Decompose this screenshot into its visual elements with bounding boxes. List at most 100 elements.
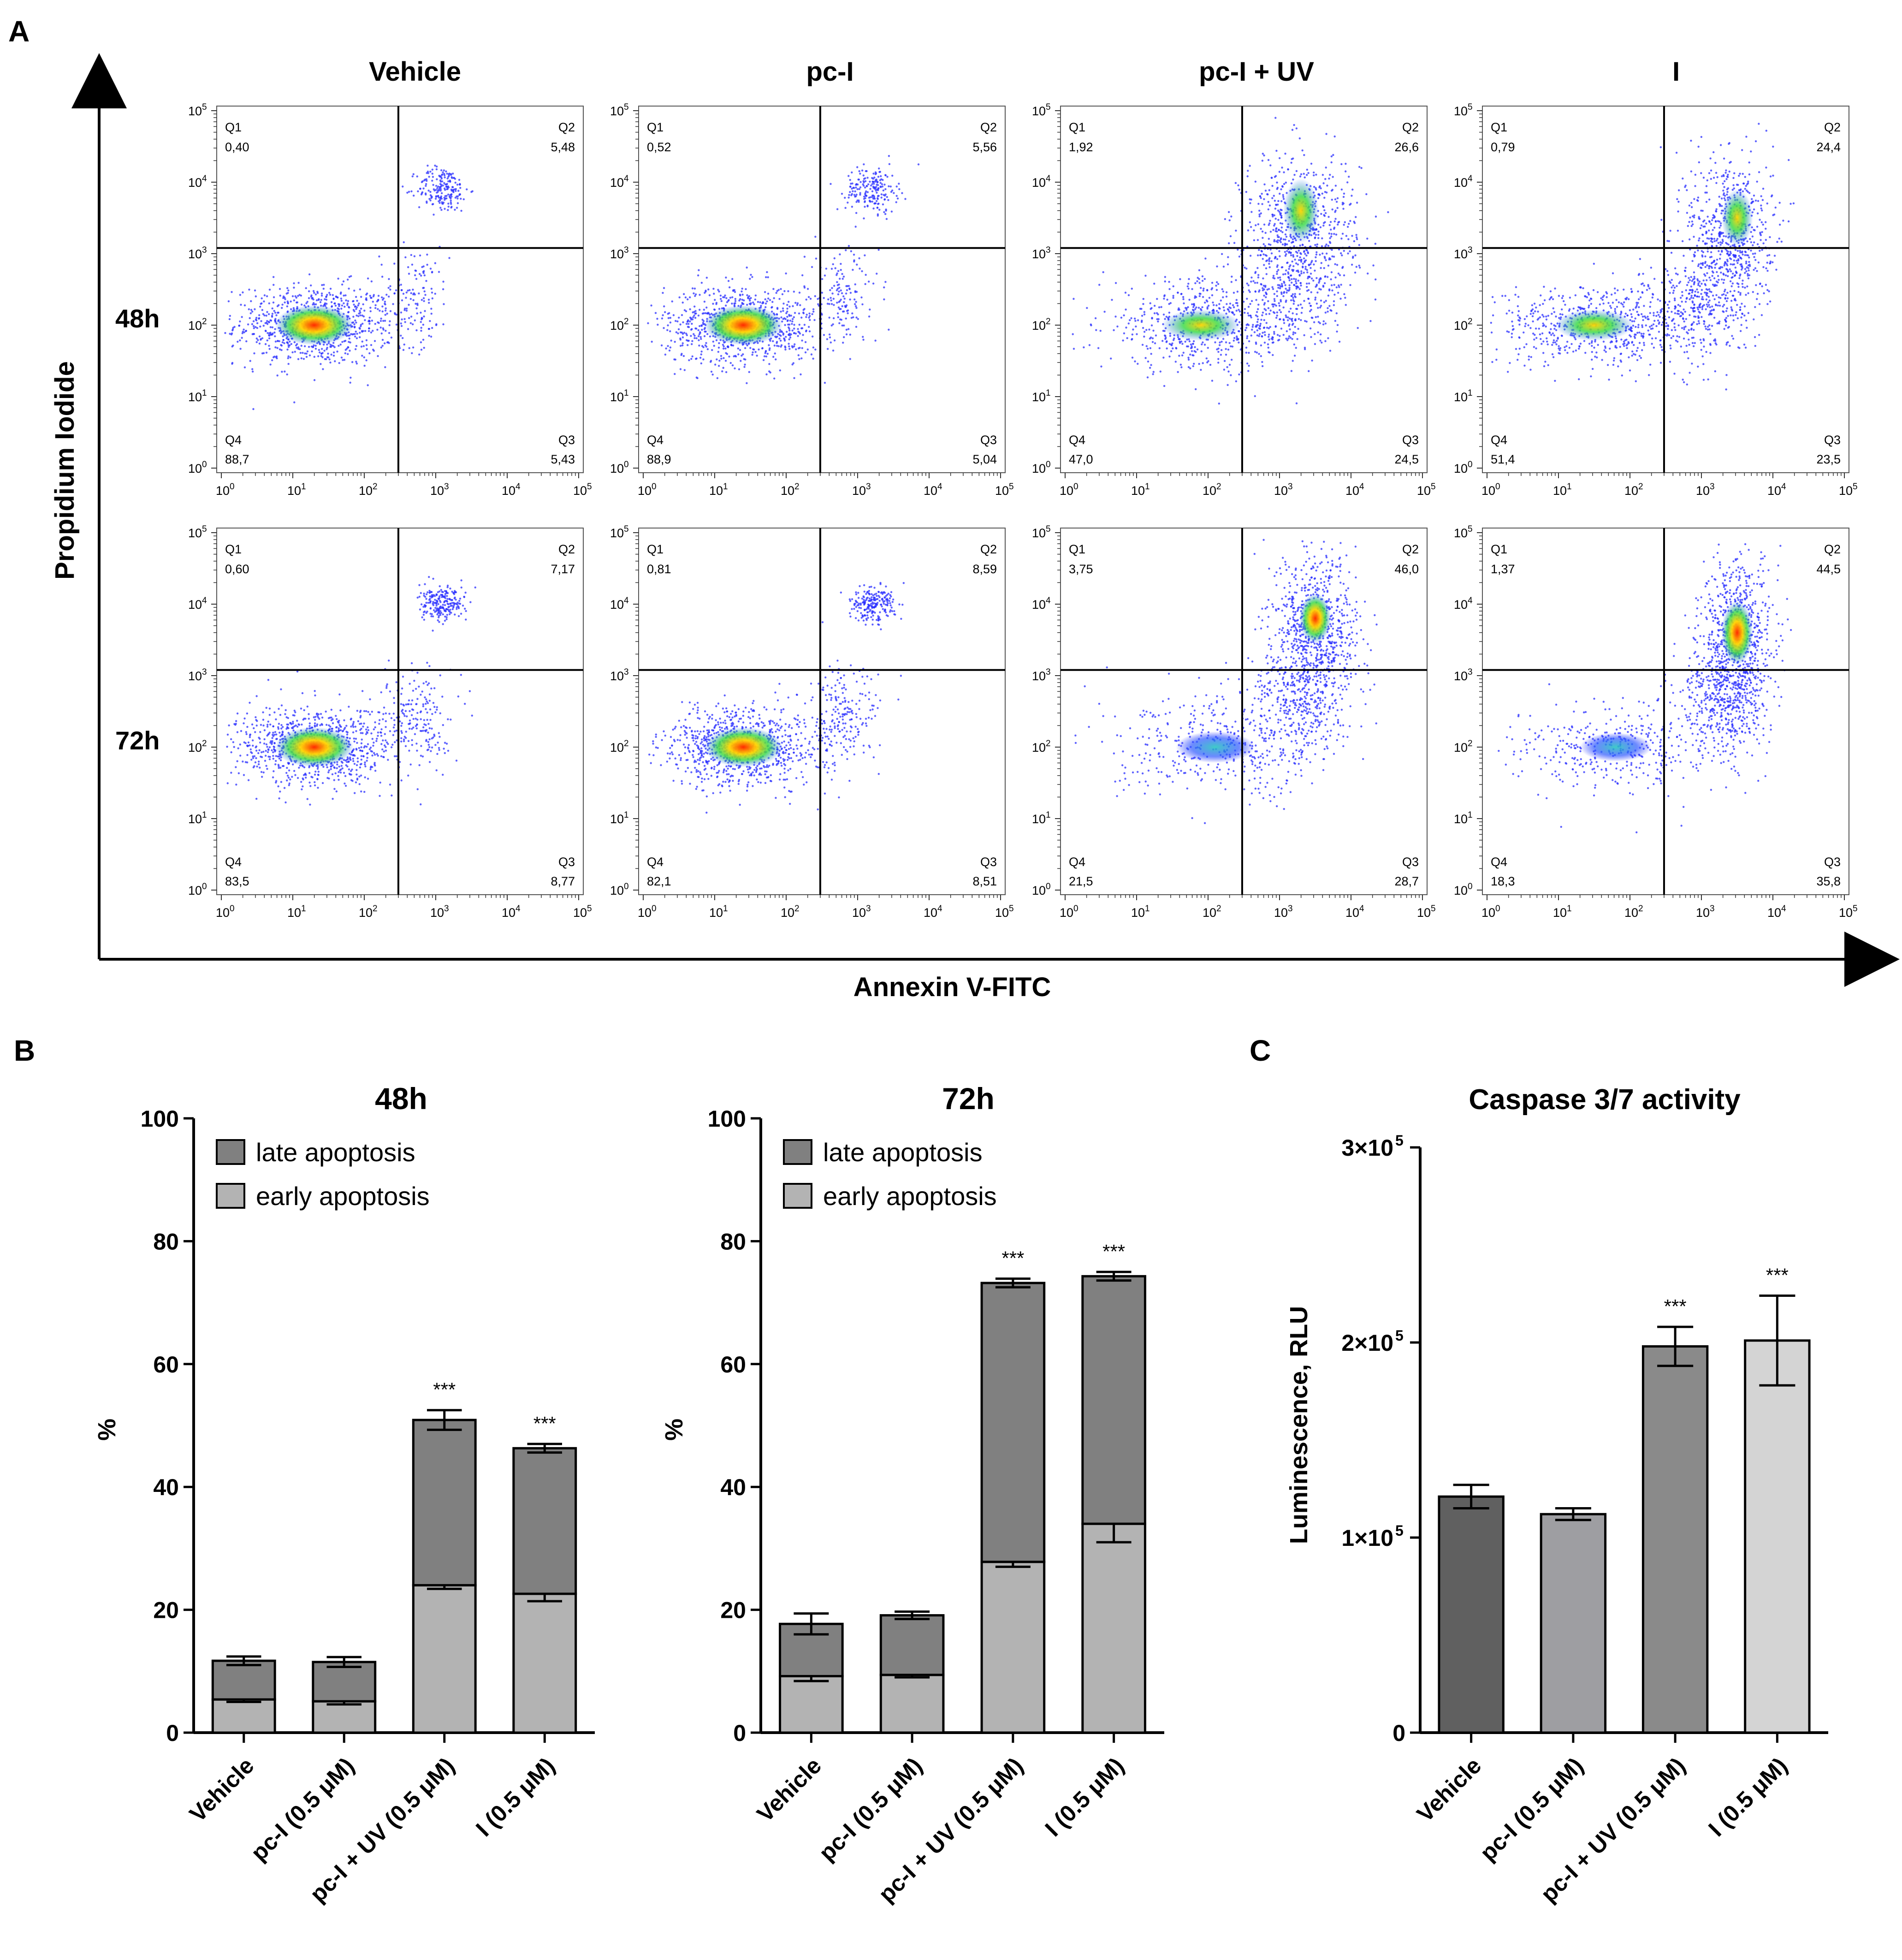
- event-dot: [1606, 292, 1608, 295]
- event-dot: [1284, 153, 1286, 155]
- event-dot: [1327, 307, 1329, 309]
- event-dot: [365, 339, 368, 342]
- event-dot: [687, 339, 689, 342]
- event-dot: [851, 206, 853, 208]
- event-dot: [1313, 185, 1315, 188]
- event-dot: [300, 357, 303, 360]
- event-dot: [845, 249, 847, 251]
- event-dot: [695, 358, 697, 360]
- event-dot: [869, 308, 871, 311]
- event-dot: [695, 376, 698, 379]
- event-dot: [341, 304, 344, 307]
- event-dot: [444, 208, 446, 210]
- event-dot: [360, 296, 362, 298]
- event-dot: [1262, 332, 1264, 334]
- event-dot: [1195, 296, 1197, 298]
- event-dot: [720, 300, 723, 303]
- event-dot: [1278, 211, 1280, 213]
- event-dot: [1257, 303, 1260, 306]
- event-dot: [450, 202, 452, 205]
- event-dot: [370, 280, 373, 283]
- event-dot: [429, 171, 432, 173]
- y-tick-label: 103: [610, 245, 629, 261]
- event-dot: [705, 277, 708, 279]
- event-dot: [1265, 296, 1267, 298]
- event-dot: [1314, 244, 1316, 246]
- event-dot: [1315, 277, 1318, 279]
- event-dot: [1276, 315, 1278, 317]
- event-dot: [737, 353, 740, 356]
- event-dot: [1660, 346, 1663, 348]
- event-dot: [290, 300, 292, 303]
- event-dot: [1336, 264, 1339, 266]
- event-dot: [262, 313, 265, 315]
- event-dot: [447, 202, 450, 205]
- event-dot: [1304, 253, 1306, 255]
- event-dot: [1272, 311, 1275, 313]
- event-dot: [749, 303, 752, 306]
- event-dot: [1518, 336, 1520, 339]
- x-tick-label: 105: [995, 482, 1014, 498]
- event-dot: [1317, 233, 1320, 236]
- event-dot: [1612, 363, 1615, 366]
- event-dot: [1291, 318, 1293, 320]
- event-dot: [830, 303, 833, 305]
- event-dot: [348, 287, 350, 290]
- event-dot: [693, 337, 696, 339]
- event-dot: [1134, 360, 1136, 362]
- event-dot: [1333, 293, 1336, 296]
- event-dot: [1619, 359, 1622, 362]
- event-dot: [431, 327, 433, 329]
- event-dot: [302, 351, 304, 354]
- event-dot: [687, 344, 689, 346]
- event-dot: [1274, 208, 1277, 210]
- event-dot: [447, 209, 449, 211]
- event-dot: [694, 327, 697, 330]
- event-dot: [1228, 342, 1231, 344]
- event-dot: [393, 292, 396, 295]
- event-dot: [306, 350, 309, 353]
- event-dot: [273, 309, 275, 312]
- event-dot: [1265, 309, 1267, 311]
- event-dot: [1530, 356, 1532, 358]
- event-dot: [1267, 346, 1269, 349]
- event-dot: [401, 337, 404, 339]
- event-dot: [432, 176, 434, 178]
- event-dot: [1561, 313, 1564, 316]
- y-tick-exponent: 3: [1046, 245, 1051, 255]
- x-tick-label: 104: [1345, 482, 1364, 498]
- event-dot: [1330, 190, 1333, 192]
- event-dot: [1300, 284, 1302, 287]
- event-dot: [1253, 331, 1256, 333]
- event-dot: [1184, 340, 1186, 343]
- event-dot: [1375, 278, 1377, 281]
- event-dot: [724, 304, 727, 307]
- event-dot: [1263, 303, 1265, 306]
- event-dot: [1325, 252, 1328, 255]
- event-dot: [1133, 317, 1136, 320]
- event-dot: [1171, 342, 1173, 344]
- event-dot: [1307, 172, 1309, 174]
- event-dot: [314, 293, 317, 296]
- event-dot: [863, 217, 865, 220]
- event-dot: [1658, 331, 1660, 333]
- event-dot: [781, 293, 784, 296]
- event-dot: [268, 302, 271, 304]
- event-dot: [1129, 319, 1131, 321]
- event-dot: [372, 349, 374, 351]
- event-dot: [1292, 157, 1294, 160]
- event-dot: [1552, 356, 1555, 358]
- event-dot: [812, 310, 815, 313]
- event-dot: [801, 347, 804, 350]
- event-dot: [297, 282, 300, 284]
- event-dot: [321, 352, 324, 354]
- event-dot: [1331, 208, 1333, 211]
- event-dot: [263, 314, 266, 317]
- event-dot: [278, 304, 280, 306]
- event-dot: [1132, 328, 1134, 331]
- event-dot: [804, 341, 807, 343]
- event-dot: [422, 272, 425, 274]
- event-dot: [1559, 347, 1562, 350]
- flow-panel: 100100101101102102103103104104105105Q11,…: [1032, 102, 1436, 498]
- event-dot: [697, 329, 699, 332]
